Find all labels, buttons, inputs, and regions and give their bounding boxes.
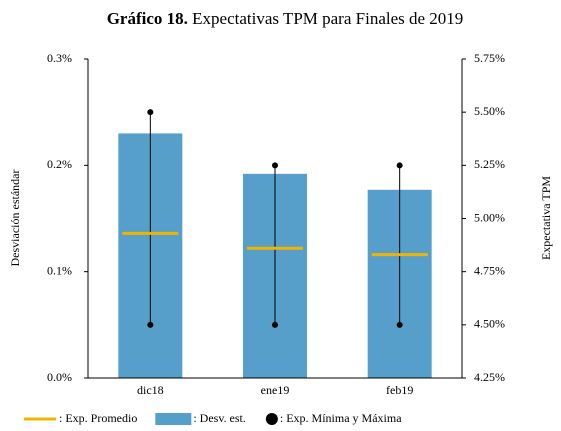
y2-tick-label: 4.75% xyxy=(474,263,505,277)
chart-title: Gráfico 18. Expectativas TPM para Finale… xyxy=(107,9,464,28)
max-marker xyxy=(272,162,278,169)
min-marker xyxy=(396,321,403,328)
y-tick-label: 0.1% xyxy=(47,263,72,277)
y-axis-label: Desviación estándar xyxy=(8,170,22,267)
y-tick-label: 0.0% xyxy=(47,370,72,384)
y2-axis-label: Expectativa TPM xyxy=(539,176,553,260)
max-marker xyxy=(396,162,403,169)
y2-tick-label: 4.50% xyxy=(474,317,505,331)
y2-tick-label: 5.50% xyxy=(474,104,505,118)
min-marker xyxy=(272,321,278,328)
legend-label: : Exp. Promedio xyxy=(59,411,137,425)
y2-tick-label: 5.00% xyxy=(474,210,505,224)
x-tick-label: ene19 xyxy=(261,383,290,397)
x-tick-label: dic18 xyxy=(137,383,164,397)
y2-tick-label: 5.25% xyxy=(474,157,505,171)
y-tick-label: 0.2% xyxy=(47,157,72,171)
title-prefix: Gráfico 18. xyxy=(107,9,188,28)
y-tick-label: 0.3% xyxy=(47,51,72,65)
max-marker xyxy=(147,109,154,116)
legend-label: : Desv. est. xyxy=(193,411,246,425)
min-marker xyxy=(147,321,154,328)
y2-tick-label: 5.75% xyxy=(474,51,505,65)
x-tick-label: feb19 xyxy=(386,383,413,397)
y2-tick-label: 4.25% xyxy=(474,370,505,384)
legend-symbol xyxy=(155,413,192,425)
title-text: Expectativas TPM para Finales de 2019 xyxy=(192,9,463,28)
legend-label: : Exp. Mínima y Máxima xyxy=(280,411,402,425)
legend-symbol xyxy=(265,413,278,425)
